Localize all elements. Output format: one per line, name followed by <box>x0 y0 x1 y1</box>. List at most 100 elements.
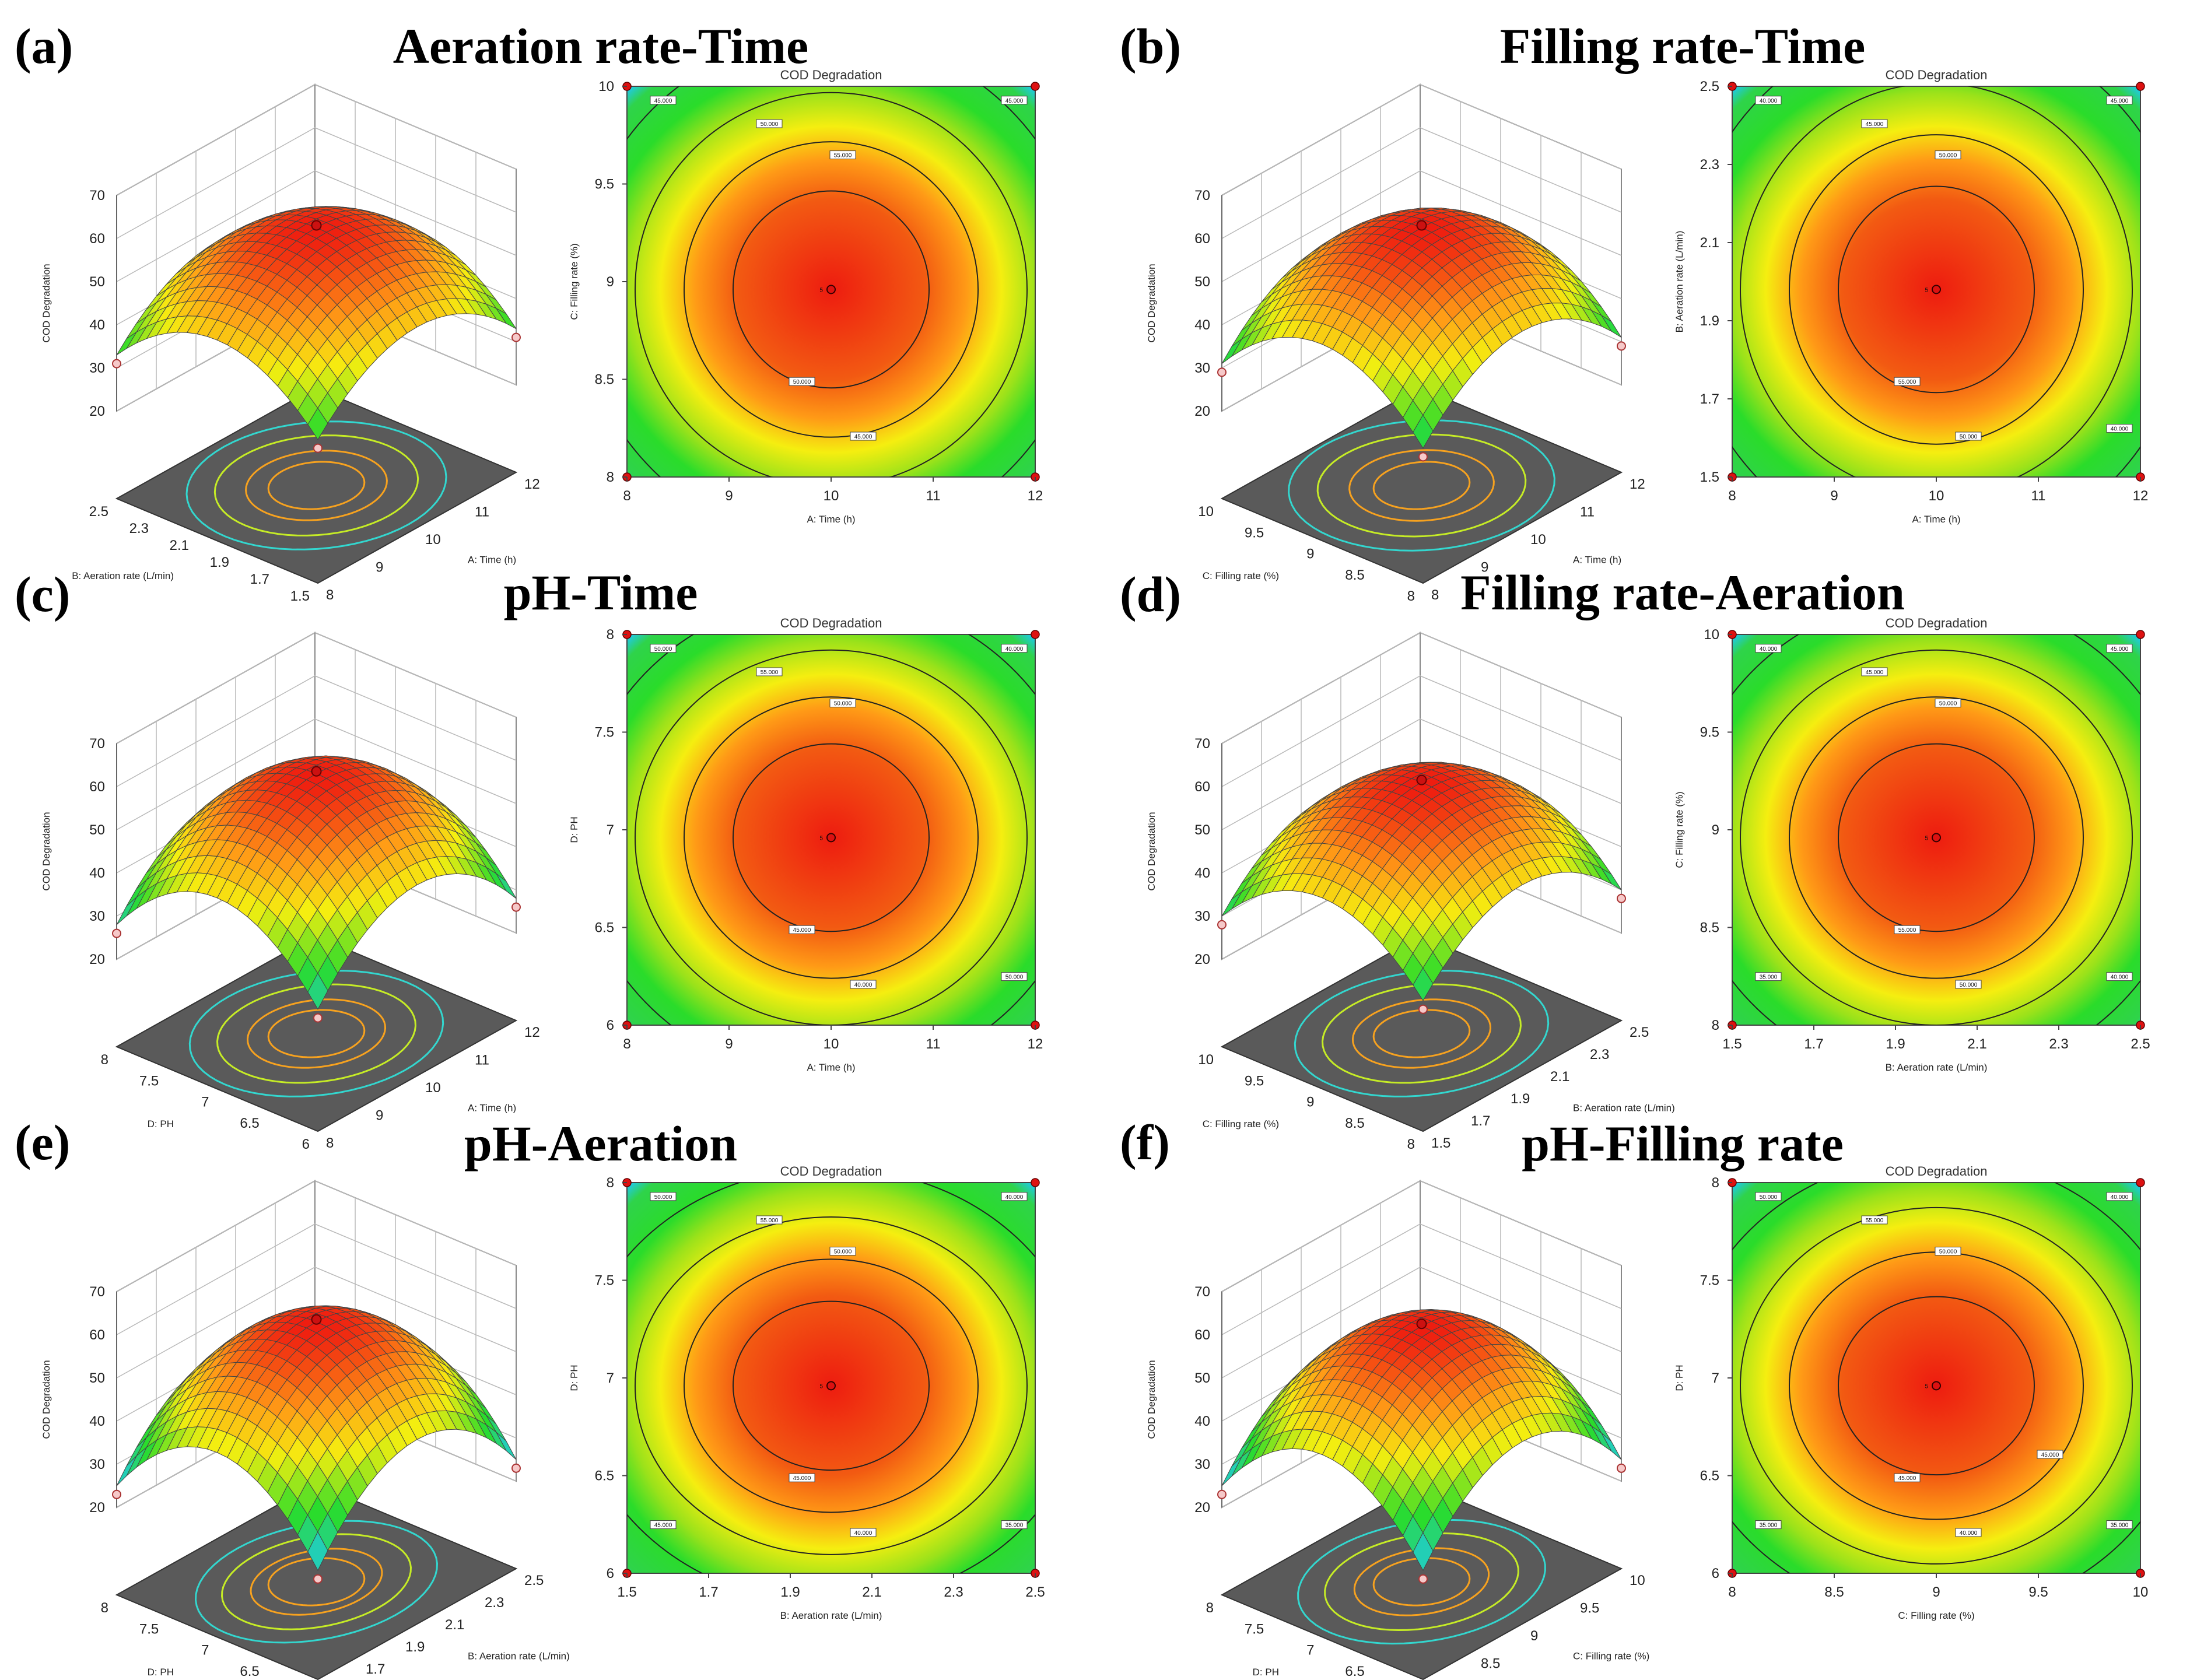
contour-title: COD Degradation <box>780 616 882 630</box>
center-design-point <box>826 833 836 843</box>
contour-title: COD Degradation <box>1886 616 1988 630</box>
z-axis-label: COD Degradation <box>1146 812 1157 890</box>
contour-value-label: 45.000 <box>854 434 873 440</box>
contour-x-axis-label: A: Time (h) <box>807 514 855 525</box>
z-tick-label: 40 <box>89 317 105 333</box>
z-tick-label: 30 <box>89 360 105 376</box>
contour-value-label: 35.000 <box>1005 1523 1024 1529</box>
contour-label-box <box>2106 972 2133 981</box>
z-axis-label: COD Degradation <box>41 812 52 890</box>
design-point-center <box>1416 1318 1427 1330</box>
y-tick-label: 7.5 <box>139 1073 159 1089</box>
contour-x-tick-label: 12 <box>2133 488 2149 504</box>
x-tick-label: 2.3 <box>485 1595 504 1611</box>
contour-label-box <box>1935 699 1961 708</box>
contour-value-label: 55.000 <box>1898 379 1916 385</box>
x-tick-label: 11 <box>1580 504 1595 520</box>
contour-value-label: 40.000 <box>854 1530 873 1537</box>
contour-value-label: 35.000 <box>2111 1523 2129 1529</box>
surface-mesh <box>116 206 517 440</box>
x-tick-label: 10 <box>1530 532 1546 548</box>
design-point-center <box>311 1314 322 1325</box>
contour-label-box <box>789 925 815 934</box>
contour-line <box>1789 696 2084 979</box>
floor-contour <box>1372 461 1471 510</box>
contour-value-label: 40.000 <box>1005 646 1024 653</box>
contour-y-tick-label: 7 <box>607 1370 614 1386</box>
z-gridline <box>1221 675 1622 787</box>
contour-value-label: 50.000 <box>1939 1249 1957 1255</box>
y-tick-label: 10 <box>1198 504 1214 520</box>
contour-label-box <box>756 119 783 128</box>
contour-y-tick-label: 8.5 <box>1700 920 1719 936</box>
contour-y-tick-label: 2.1 <box>1700 235 1719 251</box>
y-tick-label: 7 <box>1306 1643 1314 1658</box>
contour-label-box <box>756 667 783 676</box>
z-tick-label: 20 <box>89 952 105 967</box>
contour-value-label: 50.000 <box>1939 701 1957 707</box>
contour-y-tick-label: 1.7 <box>1700 391 1719 407</box>
contour-x-tick-label: 1.9 <box>780 1584 800 1600</box>
contour-line <box>733 743 930 932</box>
floor-contour <box>1351 998 1492 1069</box>
contour-y-tick-label: 8 <box>1712 1018 1719 1033</box>
contour-x-tick-label: 1.5 <box>1722 1036 1742 1052</box>
contour-value-label: 50.000 <box>1939 153 1957 159</box>
contour-title: COD Degradation <box>1886 1164 1988 1179</box>
floor-contour <box>1324 1532 1519 1632</box>
surface-mesh <box>1221 762 1622 1001</box>
contour-y-tick-label: 2.5 <box>1700 79 1719 94</box>
contour-y-tick-label: 2.3 <box>1700 157 1719 173</box>
design-point <box>313 443 323 453</box>
x-axis-label: B: Aeration rate (L/min) <box>468 1651 570 1662</box>
center-point-label: 5 <box>819 287 823 293</box>
design-point <box>112 1489 121 1499</box>
floor-contour <box>216 983 416 1084</box>
surface-cell <box>1413 414 1434 449</box>
z-axis-label: COD Degradation <box>1146 264 1157 342</box>
x-tick-label: 12 <box>1630 476 1645 492</box>
center-design-point <box>1932 833 1941 843</box>
contour-label-box <box>1955 980 1982 989</box>
contour-y-tick-label: 1.5 <box>1700 469 1719 485</box>
contour-label-box <box>1935 1247 1961 1256</box>
contour-label-box <box>1001 644 1028 653</box>
y-tick-label: 9.5 <box>1245 525 1264 541</box>
contour-label-box <box>650 1520 677 1530</box>
x-tick-label: 1.7 <box>366 1661 385 1677</box>
z-gridline <box>1221 718 1622 830</box>
contour-y-tick-label: 10 <box>598 79 614 94</box>
contour-label-box <box>756 1215 783 1225</box>
x-tick-label: 10 <box>425 532 441 548</box>
design-point <box>1217 920 1227 930</box>
contour-y-tick-label: 9.5 <box>1700 725 1719 741</box>
contour-x-tick-label: 8 <box>1728 1584 1736 1600</box>
contour-line <box>733 190 930 389</box>
y-tick-label: 9 <box>1306 546 1314 562</box>
contour-field <box>626 86 1036 478</box>
design-point-center <box>311 766 322 777</box>
contour-x-tick-label: 10 <box>824 1036 839 1052</box>
z-gridline <box>1221 1223 1622 1335</box>
contour-label-box <box>1894 925 1921 934</box>
z-tick-label: 50 <box>1194 1370 1210 1386</box>
x-tick-label: 2.5 <box>524 1573 544 1588</box>
panel-title: pH-Time <box>504 564 698 620</box>
contour-x-tick-label: 9 <box>1830 488 1838 504</box>
x-tick-label: 10 <box>425 1080 441 1096</box>
contour-plot: 5 50.000 55.000 50.000 45.000 40.000 40.000 35.… <box>1674 1164 2148 1621</box>
contour-y-tick-label: 8 <box>607 469 614 485</box>
panel-letter: (c) <box>15 566 70 622</box>
contour-value-label: 40.000 <box>2111 426 2129 433</box>
contour-y-tick-label: 6.5 <box>595 920 614 936</box>
floor-contour <box>1294 970 1550 1097</box>
contour-x-tick-label: 10 <box>1929 488 1944 504</box>
contour-label-box <box>1955 1528 1982 1537</box>
contour-label-box <box>1755 644 1782 653</box>
panel-letter: (a) <box>15 18 73 74</box>
contour-label-box <box>850 1528 877 1537</box>
contour-label-box <box>1894 1473 1921 1482</box>
x-tick-label: 9 <box>376 560 383 576</box>
z-gridline <box>116 170 517 282</box>
panel-letter: (f) <box>1120 1114 1170 1170</box>
